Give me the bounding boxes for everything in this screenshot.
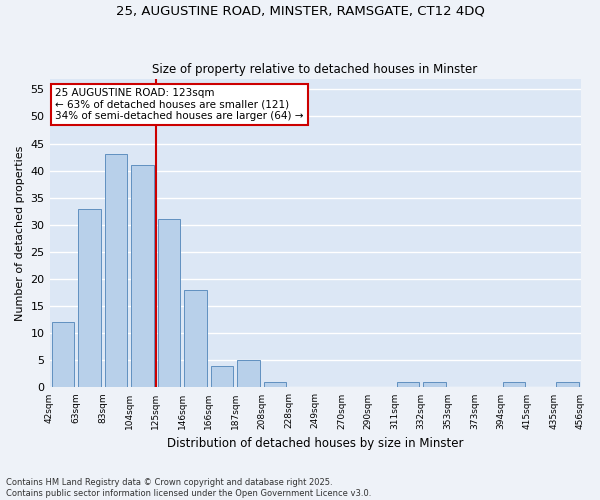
Bar [131,166,154,388]
Text: 25, AUGUSTINE ROAD, MINSTER, RAMSGATE, CT12 4DQ: 25, AUGUSTINE ROAD, MINSTER, RAMSGATE, C… [116,5,484,18]
Bar [78,208,101,388]
Bar [104,154,127,388]
Bar [184,290,207,388]
Bar [52,322,74,388]
Bar [238,360,260,388]
Bar [423,382,446,388]
Text: 25 AUGUSTINE ROAD: 123sqm
← 63% of detached houses are smaller (121)
34% of semi: 25 AUGUSTINE ROAD: 123sqm ← 63% of detac… [55,88,304,121]
Bar [264,382,286,388]
X-axis label: Distribution of detached houses by size in Minster: Distribution of detached houses by size … [167,437,463,450]
Bar [397,382,419,388]
Bar [211,366,233,388]
Title: Size of property relative to detached houses in Minster: Size of property relative to detached ho… [152,63,478,76]
Bar [503,382,526,388]
Bar [158,220,180,388]
Bar [556,382,578,388]
Y-axis label: Number of detached properties: Number of detached properties [15,146,25,320]
Text: Contains HM Land Registry data © Crown copyright and database right 2025.
Contai: Contains HM Land Registry data © Crown c… [6,478,371,498]
